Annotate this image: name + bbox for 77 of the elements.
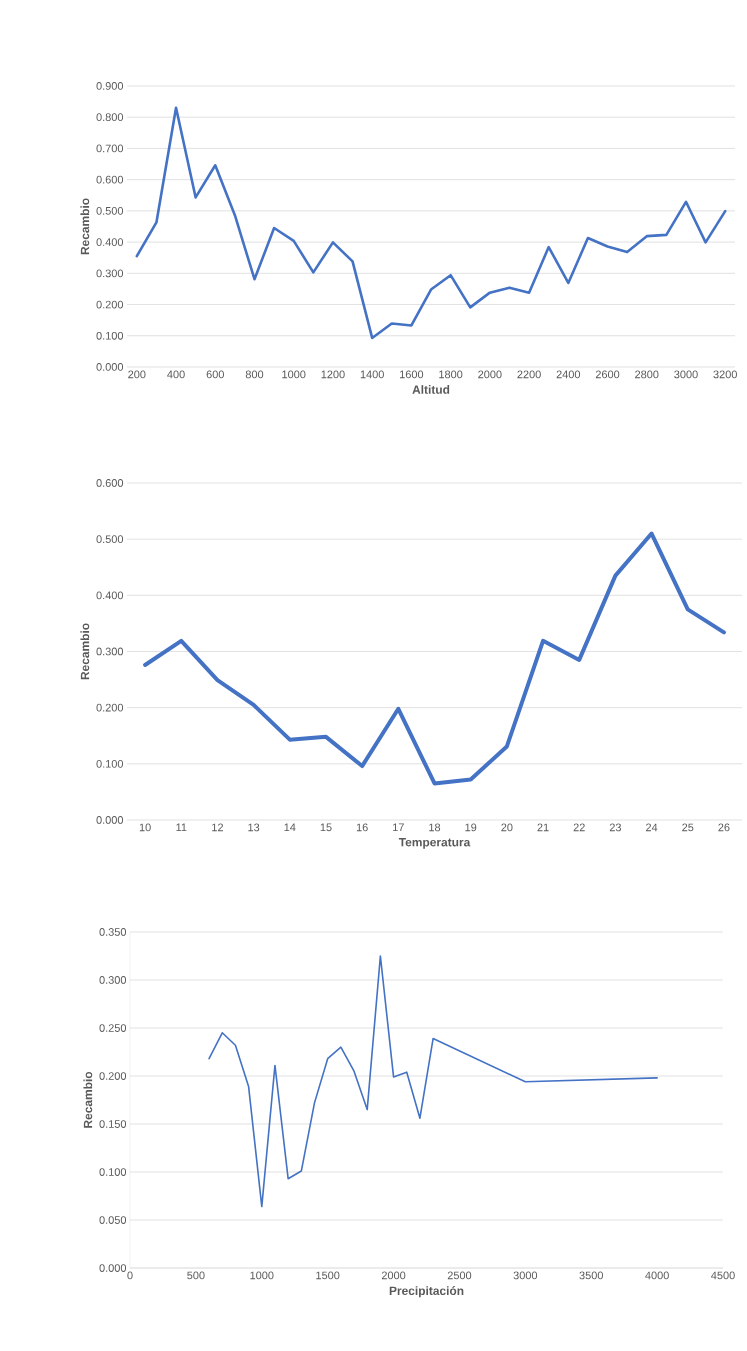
line-series [208, 955, 658, 1208]
x-axis-title: Precipitación [389, 1286, 464, 1298]
x-tick-label: 3000 [674, 370, 698, 379]
x-tick-label: 0 [127, 1271, 133, 1280]
y-tick-label: 0.300 [96, 269, 124, 278]
y-tick-label: 0.100 [96, 759, 124, 768]
x-tick-label: 1000 [282, 370, 306, 379]
y-tick-label: 0.250 [99, 1024, 127, 1032]
x-tick-label: 25 [682, 823, 694, 832]
y-tick-label: 0.600 [96, 175, 124, 184]
x-tick-label: 2500 [447, 1271, 472, 1280]
y-tick-label: 0.100 [99, 1168, 127, 1176]
y-tick-label: 0.800 [96, 113, 124, 122]
x-tick-label: 500 [187, 1271, 205, 1280]
x-tick-label: 18 [429, 823, 441, 832]
y-tick-label: 0.300 [96, 647, 124, 656]
x-tick-label: 4000 [645, 1271, 669, 1280]
y-tick-label: 0.150 [99, 1120, 127, 1128]
x-tick-label: 3000 [513, 1271, 538, 1280]
y-tick-label: 0.900 [96, 82, 124, 90]
x-tick-label: 3500 [579, 1271, 603, 1280]
y-tick-label: 0.100 [96, 331, 124, 340]
y-tick-label: 0.700 [96, 144, 124, 153]
x-tick-label: 19 [465, 823, 477, 832]
x-tick-label: 2600 [595, 370, 620, 379]
y-tick-label: 0.300 [99, 976, 127, 984]
x-tick-label: 10 [139, 823, 151, 832]
x-tick-label: 1200 [321, 370, 345, 379]
y-tick-label: 0.000 [96, 816, 124, 824]
x-tick-label: 2000 [478, 370, 502, 379]
x-tick-label: 800 [245, 370, 264, 379]
x-tick-label: 14 [284, 823, 296, 832]
y-tick-label: 0.000 [99, 1264, 127, 1272]
x-tick-label: 4500 [711, 1271, 735, 1280]
x-tick-label: 1600 [400, 370, 424, 379]
x-tick-label: 16 [356, 823, 368, 832]
x-tick-label: 200 [128, 370, 146, 379]
x-tick-label: 1400 [360, 370, 384, 379]
y-tick-label: 0.400 [96, 238, 124, 246]
line-series [143, 531, 726, 786]
y-tick-label: 0.200 [96, 300, 124, 309]
x-tick-label: 20 [501, 823, 513, 832]
x-tick-label: 1000 [250, 1271, 274, 1280]
x-tick-label: 2400 [556, 370, 581, 379]
y-tick-label: 0.200 [96, 703, 124, 712]
line-series [135, 106, 727, 340]
x-tick-label: 23 [609, 823, 621, 832]
x-tick-label: 3200 [713, 370, 737, 379]
y-tick-label: 0.500 [96, 206, 124, 215]
x-tick-label: 12 [212, 823, 223, 832]
x-tick-label: 15 [320, 823, 332, 832]
x-tick-label: 600 [206, 370, 224, 379]
y-tick-label: 0.500 [96, 535, 124, 544]
y-tick-label: 0.000 [96, 363, 124, 371]
x-tick-label: 1800 [439, 370, 463, 379]
x-tick-label: 11 [176, 823, 187, 832]
y-tick-label: 0.350 [99, 928, 127, 936]
x-axis-title: Altitud [412, 385, 450, 394]
x-tick-label: 26 [718, 823, 730, 832]
y-axis-title: Recambio [83, 1071, 93, 1128]
x-tick-label: 2000 [381, 1271, 406, 1280]
x-tick-label: 24 [646, 823, 658, 832]
y-tick-label: 0.400 [96, 591, 124, 600]
y-axis-title: Recambio [80, 198, 90, 255]
x-axis-title: Temperatura [398, 838, 471, 849]
y-tick-label: 0.600 [96, 479, 124, 487]
x-tick-label: 2200 [517, 370, 541, 379]
x-tick-label: 13 [248, 823, 260, 832]
x-tick-label: 2800 [635, 370, 659, 379]
y-tick-label: 0.200 [99, 1072, 127, 1080]
x-tick-label: 21 [537, 823, 549, 832]
y-tick-label: 0.050 [99, 1216, 127, 1224]
x-tick-label: 1500 [316, 1271, 340, 1280]
x-tick-label: 17 [393, 823, 404, 832]
y-axis-title: Recambio [80, 623, 90, 680]
x-tick-label: 22 [573, 823, 585, 832]
x-tick-label: 400 [167, 370, 185, 379]
